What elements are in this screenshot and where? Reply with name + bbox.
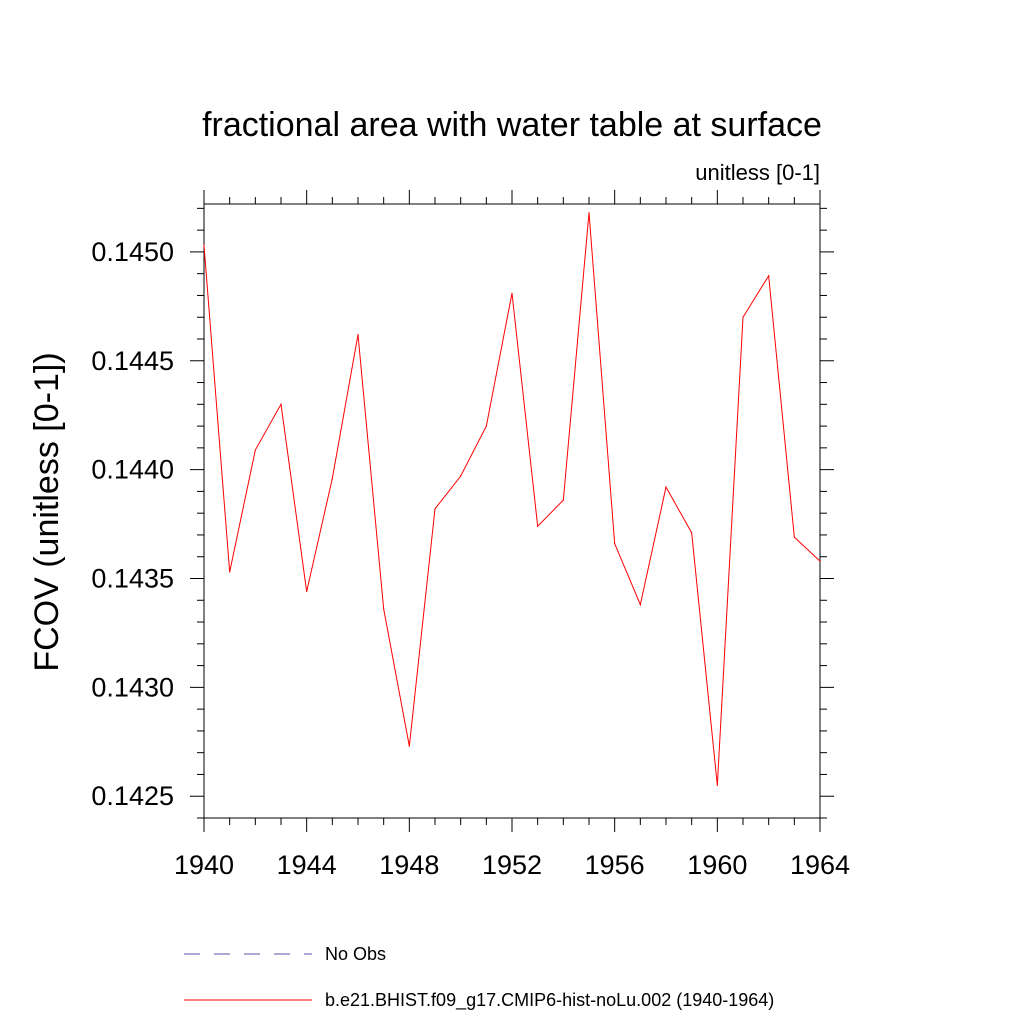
data-point bbox=[383, 608, 385, 610]
data-point bbox=[357, 334, 359, 336]
plot-frame bbox=[203, 203, 821, 819]
x-tick-labels: 1940 1944 1948 1952 1956 1960 1964 bbox=[174, 850, 850, 880]
data-point bbox=[742, 316, 744, 318]
data-point bbox=[280, 403, 282, 405]
data-point bbox=[485, 425, 487, 427]
data-point bbox=[408, 745, 410, 747]
x-tick-label: 1952 bbox=[482, 850, 542, 880]
data-point bbox=[768, 275, 770, 277]
data-point bbox=[639, 604, 641, 606]
legend-label-model: b.e21.BHIST.f09_g17.CMIP6-hist-noLu.002 … bbox=[325, 990, 774, 1011]
data-point bbox=[331, 477, 333, 479]
data-series bbox=[203, 212, 821, 786]
chart-subtitle: unitless [0-1] bbox=[695, 160, 820, 185]
data-point bbox=[819, 560, 821, 562]
y-tick-label: 0.1425 bbox=[91, 781, 174, 811]
y-axis-label: FCOV (unitless [0-1]) bbox=[28, 352, 66, 671]
x-tick-label: 1944 bbox=[277, 850, 337, 880]
legend: No Obs b.e21.BHIST.f09_g17.CMIP6-hist-no… bbox=[184, 944, 774, 1011]
data-point bbox=[254, 449, 256, 451]
x-tick-label: 1956 bbox=[585, 850, 645, 880]
y-tick-label: 0.1435 bbox=[91, 564, 174, 594]
x-tick-label: 1960 bbox=[687, 850, 747, 880]
data-point bbox=[537, 525, 539, 527]
data-point bbox=[614, 543, 616, 545]
series-line bbox=[203, 212, 821, 786]
chart-title: fractional area with water table at surf… bbox=[202, 106, 822, 144]
y-tick-label: 0.1440 bbox=[91, 455, 174, 485]
x-tick-label: 1948 bbox=[379, 850, 439, 880]
data-point bbox=[434, 508, 436, 510]
y-tick-labels: 0.1425 0.1430 0.1435 0.1440 0.1445 0.1450 bbox=[91, 237, 174, 811]
data-point bbox=[460, 475, 462, 477]
data-point bbox=[511, 292, 513, 294]
y-tick-label: 0.1445 bbox=[91, 346, 174, 376]
data-point bbox=[691, 532, 693, 534]
x-tick-label: 1940 bbox=[174, 850, 234, 880]
x-tick-label: 1964 bbox=[790, 850, 850, 880]
data-point bbox=[306, 590, 308, 593]
legend-label-no-obs: No Obs bbox=[325, 944, 386, 964]
tick-marks bbox=[190, 190, 834, 832]
data-point bbox=[716, 784, 718, 786]
y-tick-label: 0.1450 bbox=[91, 237, 174, 267]
data-point bbox=[562, 499, 564, 501]
data-point bbox=[665, 486, 667, 488]
data-point bbox=[203, 244, 205, 246]
data-point bbox=[229, 571, 231, 573]
data-point bbox=[793, 536, 795, 538]
y-tick-label: 0.1430 bbox=[91, 672, 174, 702]
data-point bbox=[588, 212, 590, 214]
